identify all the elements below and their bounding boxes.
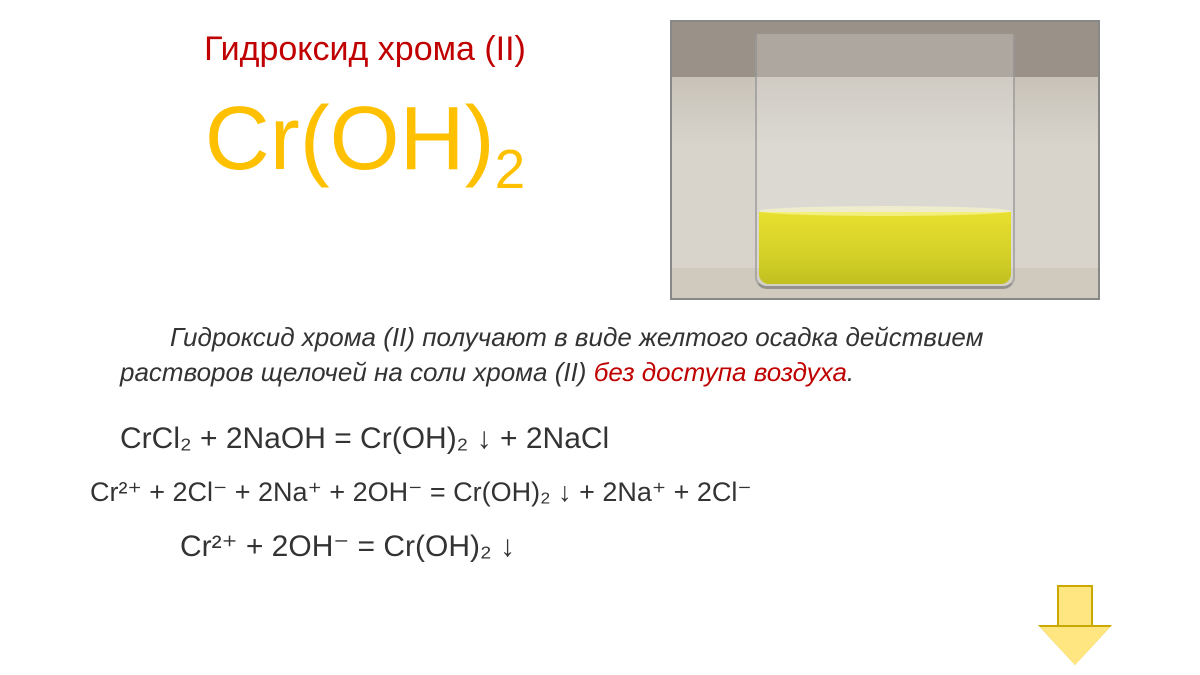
down-arrow-icon <box>1040 585 1110 665</box>
slide-title: Гидроксид хрома (II) <box>100 30 630 69</box>
equations-block: CrCl₂ + 2NaOH = Cr(OH)₂ ↓ + 2NaCl Cr²⁺ +… <box>0 400 1200 575</box>
beaker-photo <box>670 20 1100 300</box>
title-block: Гидроксид хрома (II) Cr(OH)2 <box>100 20 630 300</box>
desc-text-2: . <box>847 357 854 387</box>
formula-text: Cr(OH) <box>205 89 495 189</box>
equation-2: Cr²⁺ + 2Cl⁻ + 2Na⁺ + 2OH⁻ = Cr(OH)₂ ↓ + … <box>90 467 1120 518</box>
desc-text-red: без доступа воздуха <box>594 357 847 387</box>
main-formula: Cr(OH)2 <box>100 94 630 197</box>
arrow-stem <box>1057 585 1093 627</box>
formula-subscript: 2 <box>495 138 526 200</box>
yellow-precipitate <box>759 212 1011 284</box>
equation-1: CrCl₂ + 2NaOH = Cr(OH)₂ ↓ + 2NaCl <box>120 410 1120 467</box>
glass-beaker <box>755 34 1015 289</box>
arrow-head <box>1040 627 1110 665</box>
equation-3: Cr²⁺ + 2OH⁻ = Cr(OH)₂ ↓ <box>180 518 1120 575</box>
description-paragraph: Гидроксид хрома (II) получают в виде жел… <box>0 300 1200 400</box>
header-row: Гидроксид хрома (II) Cr(OH)2 <box>0 0 1200 300</box>
